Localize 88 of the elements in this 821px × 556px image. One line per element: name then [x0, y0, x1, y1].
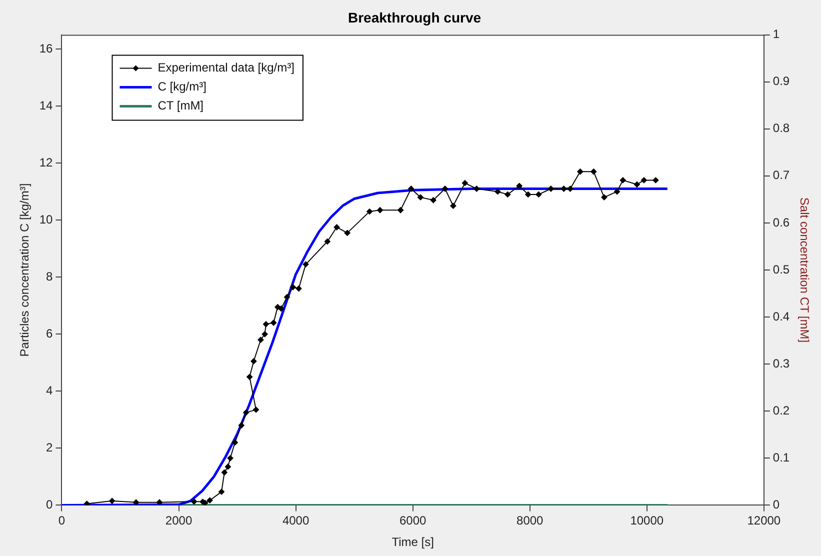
point	[590, 168, 597, 175]
point	[442, 186, 448, 192]
y2-tick-label: 0.6	[772, 215, 790, 230]
y2-tick-label: 0.8	[772, 121, 790, 136]
point	[560, 186, 567, 192]
legend-label: CT [mM]	[158, 98, 204, 113]
point	[536, 191, 542, 198]
x-tick-label: 2000	[165, 514, 192, 528]
point	[377, 207, 384, 214]
point	[133, 499, 140, 506]
y-tick-label: 16	[39, 41, 54, 56]
y2-tick-label: 0.5	[772, 262, 790, 276]
y2-tick-label: 1	[772, 27, 780, 42]
y2-axis-title: Salt concentration CT [mM]	[797, 197, 812, 343]
point	[652, 177, 659, 184]
point	[221, 469, 228, 476]
point	[567, 186, 574, 192]
point	[109, 498, 116, 504]
point	[525, 191, 532, 198]
point	[577, 168, 584, 175]
y-tick-label: 4	[46, 383, 54, 398]
x-tick-label: 12000	[747, 514, 781, 528]
point	[620, 177, 626, 184]
y2-tick-label: 0.9	[772, 74, 790, 88]
point	[601, 194, 608, 200]
point	[258, 336, 264, 343]
point	[270, 320, 277, 326]
point	[334, 224, 340, 230]
legend-label: C [kg/m³]	[158, 80, 206, 94]
y-axis-title: Particles concentration C [kg/m³]	[18, 183, 32, 357]
x-axis-title: Time [s]	[392, 535, 434, 550]
point	[250, 358, 257, 364]
x-tick-label: 6000	[399, 514, 427, 528]
point	[238, 422, 244, 428]
y2-tick-label: 0.4	[772, 309, 790, 324]
point	[190, 498, 197, 504]
point	[494, 188, 501, 195]
y-tick-label: 0	[46, 498, 54, 512]
point	[640, 177, 647, 184]
point	[218, 488, 224, 495]
point	[262, 331, 268, 338]
x-tick-label: 8000	[516, 514, 544, 528]
point	[430, 197, 436, 204]
point	[284, 294, 290, 300]
point	[262, 321, 269, 328]
point	[474, 186, 480, 192]
y-tick-label: 8	[46, 269, 54, 284]
point	[634, 181, 640, 188]
y-tick-label: 12	[39, 155, 54, 170]
point	[290, 284, 296, 290]
point	[344, 230, 350, 236]
y2-tick-label: 0.2	[772, 403, 790, 418]
y-tick-label: 14	[39, 98, 54, 112]
y2-tick-label: 0.7	[772, 168, 790, 182]
y-tick-label: 2	[46, 440, 54, 454]
legend-label: Experimental data [kg/m³]	[158, 60, 294, 75]
point	[417, 194, 424, 200]
y2-tick-label: 0.3	[772, 356, 790, 370]
point	[614, 188, 620, 195]
x-tick-label: 10000	[630, 514, 664, 528]
chart-title: Breakthrough curve	[348, 9, 482, 26]
point	[246, 374, 253, 380]
point	[296, 286, 302, 292]
y-tick-label: 6	[46, 326, 54, 340]
point	[156, 499, 162, 506]
y2-tick-label: 0	[772, 498, 780, 512]
point	[224, 464, 231, 470]
point	[408, 186, 414, 192]
point	[516, 182, 522, 189]
point	[206, 497, 213, 504]
x-tick-label: 4000	[282, 514, 310, 528]
point	[302, 261, 309, 268]
point	[398, 207, 404, 214]
point	[366, 208, 373, 215]
point	[253, 406, 260, 413]
point	[548, 186, 554, 192]
point	[504, 191, 511, 198]
point	[227, 455, 234, 462]
point	[84, 500, 90, 506]
point	[450, 202, 456, 209]
y2-tick-label: 0.1	[772, 450, 790, 464]
point	[324, 238, 330, 244]
point	[232, 439, 238, 446]
point	[243, 410, 250, 416]
point	[462, 180, 468, 186]
point	[278, 305, 284, 312]
x-tick-label: 0	[58, 514, 66, 528]
y-tick-label: 10	[39, 212, 54, 226]
